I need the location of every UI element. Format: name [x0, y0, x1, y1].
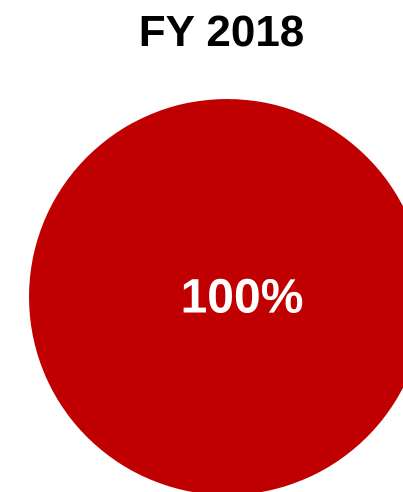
chart-title: FY 2018 — [138, 7, 305, 56]
pie-slice — [29, 99, 403, 492]
pie-data-label: 100% — [181, 271, 304, 324]
